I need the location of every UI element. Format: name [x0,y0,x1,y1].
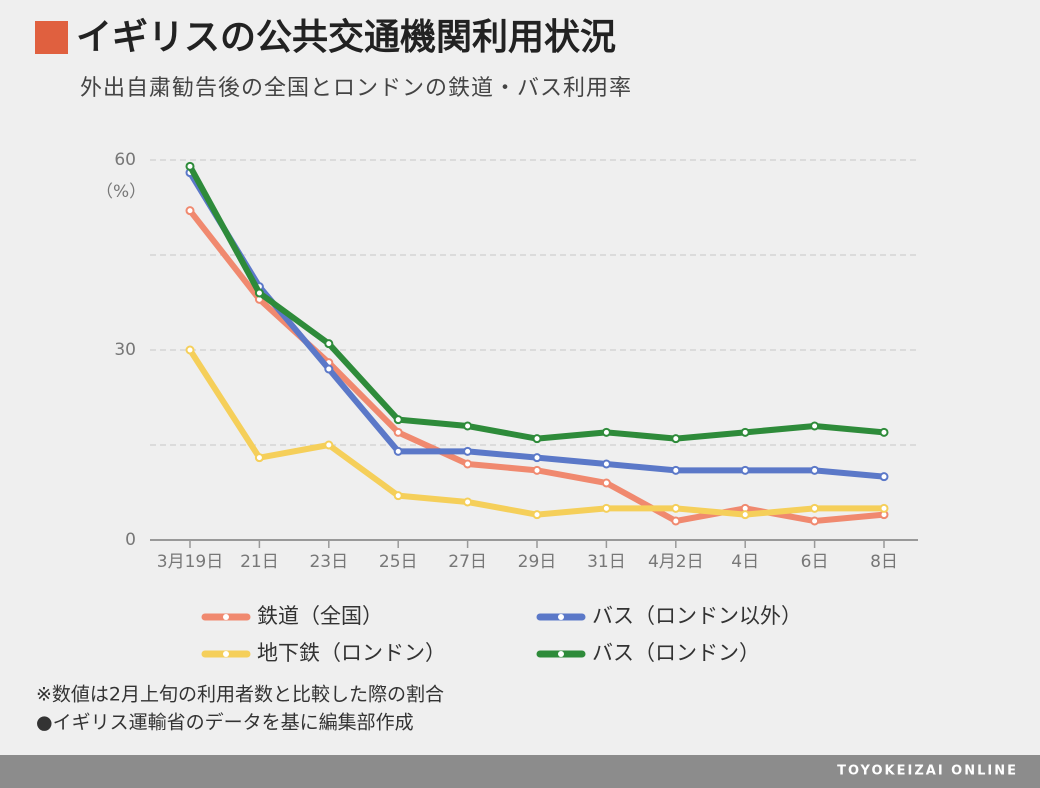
data-point [810,503,820,513]
data-point [601,427,611,437]
y-tick-label: 0 [125,530,136,550]
data-point [463,459,473,469]
data-point [463,446,473,456]
data-point [810,516,820,526]
data-point [324,339,334,349]
data-point [254,288,264,298]
legend-marker [223,651,229,657]
legend-label: バス（ロンドン） [592,641,760,665]
x-tick-label: 21日 [240,552,279,572]
x-tick-label: 25日 [379,552,418,572]
legend-label: 地下鉄（ロンドン） [257,641,446,665]
data-point [185,206,195,216]
note: ※数値は2月上旬の利用者数と比較した際の割合 [36,684,444,706]
y-tick-label: 60 [114,150,136,170]
data-point [601,459,611,469]
data-point [463,421,473,431]
legend-marker [223,614,229,620]
data-point [601,478,611,488]
y-axis-label: （%） [96,182,146,202]
series-line [187,347,887,518]
legend-label: バス（ロンドン以外） [592,604,802,628]
x-tick-label: 3月19日 [157,552,223,572]
data-point [671,465,681,475]
data-point [324,364,334,374]
data-point [671,434,681,444]
x-tick-label: 29日 [518,552,557,572]
data-point [393,446,403,456]
data-point [879,427,889,437]
note: ●イギリス運輸省のデータを基に編集部作成 [36,712,414,734]
x-tick-label: 4月2日 [648,552,704,572]
data-point [393,491,403,501]
x-tick-label: 6日 [801,552,829,572]
x-tick-label: 31日 [587,552,626,572]
data-point [810,465,820,475]
data-point [185,161,195,171]
x-tick-label: 23日 [309,552,348,572]
data-point [463,497,473,507]
data-point [740,427,750,437]
data-point [879,472,889,482]
x-tick-label: 27日 [448,552,487,572]
data-point [879,503,889,513]
data-point [532,510,542,520]
data-point [393,427,403,437]
legend-marker [558,651,564,657]
data-point [393,415,403,425]
data-point [185,345,195,355]
x-tick-label: 4日 [731,552,759,572]
data-point [810,421,820,431]
data-point [740,510,750,520]
data-point [532,465,542,475]
y-tick-label: 30 [114,340,136,360]
title-marker [35,21,68,54]
legend-label: 鉄道（全国） [257,604,383,628]
data-point [740,465,750,475]
data-point [532,434,542,444]
footer-bar [0,755,1040,788]
data-point [671,516,681,526]
series-line [187,163,887,442]
footer-brand: TOYOKEIZAI ONLINE [837,764,1018,779]
chart-subtitle: 外出自粛勧告後の全国とロンドンの鉄道・バス利用率 [80,76,632,101]
data-point [671,503,681,513]
data-point [601,503,611,513]
x-tick-label: 8日 [870,552,898,572]
legend-marker [558,614,564,620]
data-point [532,453,542,463]
data-point [324,440,334,450]
chart-title: イギリスの公共交通機関利用状況 [76,16,616,58]
data-point [254,453,264,463]
